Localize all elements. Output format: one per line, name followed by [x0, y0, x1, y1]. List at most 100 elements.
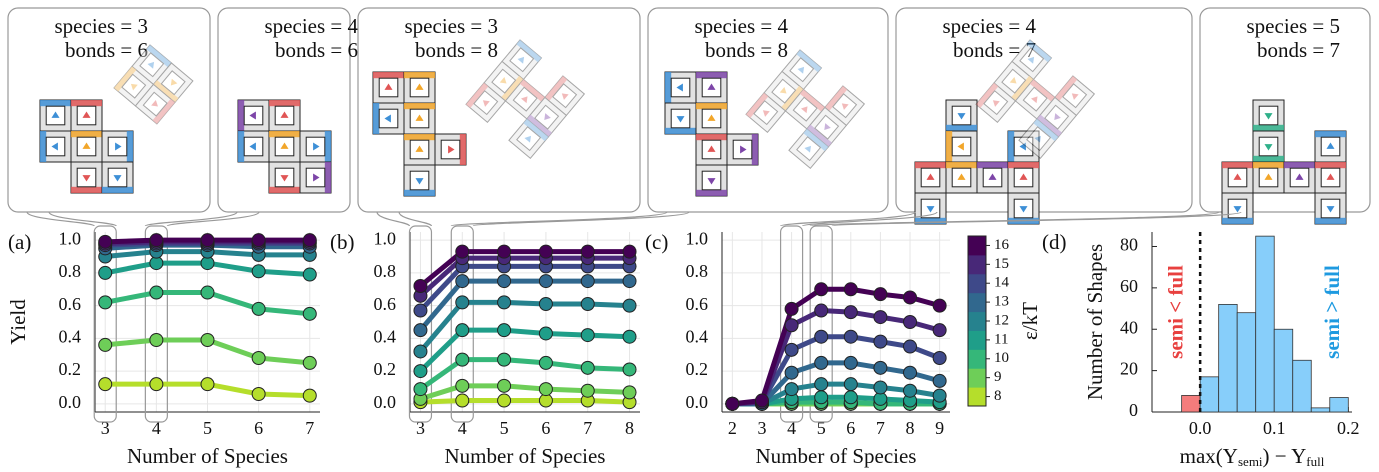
tile	[544, 75, 586, 117]
tile-bond	[269, 100, 300, 107]
data-point	[580, 244, 595, 259]
x-tick-label: 8	[906, 418, 915, 438]
colorbar-swatch	[968, 349, 986, 369]
tile	[784, 88, 826, 130]
tile-arrow	[797, 66, 805, 74]
tile-bond	[1026, 40, 1052, 63]
tile-bond	[1315, 131, 1346, 138]
data-point	[413, 323, 428, 338]
tile	[508, 118, 550, 160]
tile-arrow	[147, 61, 155, 69]
x-tick-label: 2	[728, 418, 737, 438]
species-label: species = 4	[265, 14, 359, 38]
data-point	[932, 298, 947, 313]
data-point	[455, 295, 470, 310]
highlight-box	[144, 225, 168, 423]
assembled-cluster	[113, 44, 194, 125]
tile-arrow	[280, 142, 289, 149]
x-tick-label: 6	[846, 418, 855, 438]
tile-arrow	[1027, 56, 1035, 64]
y-axis-label: Yield	[6, 299, 30, 345]
data-point	[149, 285, 164, 300]
tile-bond	[404, 103, 435, 110]
tile-arrow	[676, 116, 685, 123]
tile	[526, 96, 568, 138]
tile-arrow	[926, 173, 935, 180]
tile-arrow	[415, 83, 424, 90]
x-tick-label: 3	[757, 418, 766, 438]
colorbar-tick-label: 15	[994, 256, 1009, 272]
data-point	[903, 383, 918, 398]
tile-arrow	[249, 111, 256, 120]
bonds-label: bonds = 6	[65, 38, 148, 62]
highlight-box	[450, 225, 474, 423]
tile-bond	[696, 72, 727, 79]
tile-core	[142, 91, 168, 117]
tile-arrow	[1326, 173, 1335, 180]
tile-arrow	[800, 106, 808, 114]
tile-core	[983, 90, 1009, 116]
y-tick-label: 0.8	[686, 261, 709, 281]
data-point	[149, 233, 164, 248]
tile-core	[516, 126, 542, 152]
x-axis-label: max(Ysemi) − Yfull	[1180, 444, 1325, 469]
data-point	[200, 377, 215, 392]
tile-bond	[404, 72, 435, 79]
tile	[788, 128, 830, 170]
data-point	[200, 285, 215, 300]
tile-bond	[102, 186, 133, 193]
tile-arrow	[499, 76, 507, 84]
data-point	[413, 344, 428, 359]
tile-arrow	[1054, 113, 1061, 120]
tile-bond	[799, 89, 825, 112]
y-tick-label: 0.2	[59, 359, 82, 379]
species-label: species = 3	[405, 14, 499, 38]
callout-connector	[48, 211, 117, 227]
x-axis-label: Number of Species	[756, 444, 917, 468]
data-point	[814, 282, 829, 297]
data-point	[538, 326, 553, 341]
tile-bond	[544, 75, 568, 102]
data-point	[873, 287, 888, 302]
panel-label: (a)	[8, 230, 31, 254]
tile-bond	[1222, 162, 1253, 169]
data-point	[98, 337, 113, 352]
species-label: species = 4	[695, 14, 789, 38]
callout-connector	[779, 211, 916, 227]
tile-bond	[1054, 75, 1078, 102]
x-tick-label: 5	[203, 418, 212, 438]
tile	[134, 83, 176, 125]
y-tick-label: 0	[1129, 400, 1138, 420]
data-point	[932, 351, 947, 365]
tile-arrow	[448, 145, 455, 154]
data-point	[754, 393, 769, 408]
colorbar-swatch	[968, 368, 986, 388]
histogram-bar	[1181, 395, 1201, 413]
y-tick-label: 0.0	[374, 392, 397, 412]
tile-arrow	[249, 142, 256, 151]
x-tick-label: 7	[876, 418, 885, 438]
tile-bond	[373, 72, 404, 79]
highlight-box	[809, 225, 833, 423]
tile	[152, 62, 194, 104]
tile-arrow	[1326, 142, 1335, 149]
assembled-cluster	[975, 39, 1096, 160]
x-tick-label: 7	[583, 418, 592, 438]
tile-arrow	[707, 83, 716, 90]
tile-core	[160, 70, 186, 96]
tile-arrow	[82, 111, 91, 118]
tile-core	[509, 47, 535, 73]
data-point	[251, 264, 266, 279]
x-tick-label: 5	[817, 418, 826, 438]
histogram-bar	[1292, 359, 1312, 413]
tile-bond	[324, 162, 331, 193]
tile-bond	[696, 134, 727, 141]
data-point	[814, 390, 829, 405]
tile-bond	[373, 103, 380, 134]
data-point	[455, 274, 470, 289]
data-point	[98, 234, 113, 249]
tile-bond	[1008, 131, 1015, 162]
tile-core	[139, 52, 165, 78]
